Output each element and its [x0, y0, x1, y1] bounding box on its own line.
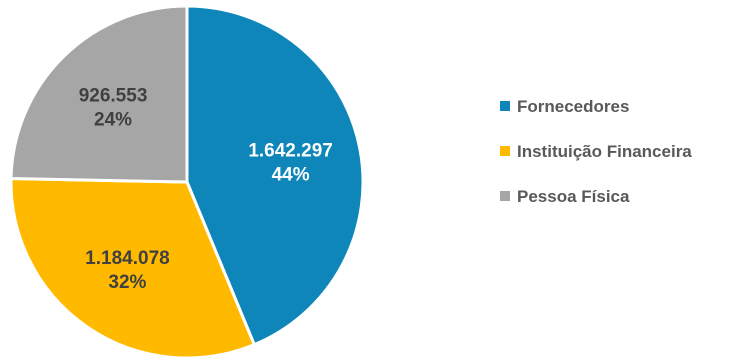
data-label-value-instituicao-financeira: 1.184.078 — [85, 248, 170, 269]
pie-slices — [9, 4, 365, 359]
legend-swatch-pessoa-fisica — [500, 191, 510, 201]
data-label-value-pessoa-fisica: 926.553 — [79, 86, 148, 107]
pie-slice-fornecedores — [185, 4, 365, 347]
legend-swatch-fornecedores — [500, 101, 510, 111]
pie-slice-instituicao-financeira — [9, 177, 257, 359]
legend-label-pessoa-fisica: Pessoa Física — [517, 187, 630, 206]
data-label-value-fornecedores: 1.642.297 — [248, 140, 333, 161]
legend-label-fornecedores: Fornecedores — [517, 97, 629, 116]
legend-swatch-instituicao-financeira — [500, 146, 510, 156]
legend: Fornecedores Instituição Financeira Pessoa… — [500, 97, 692, 206]
pie-data-labels: 1.642.297 44% 1.184.078 32% 926.553 24% — [79, 86, 333, 294]
data-label-percent-fornecedores: 44% — [272, 164, 310, 185]
data-label-percent-pessoa-fisica: 24% — [94, 110, 132, 131]
data-label-percent-instituicao-financeira: 32% — [108, 272, 146, 293]
pie-slice-pessoa-fisica — [9, 4, 189, 184]
legend-label-instituicao-financeira: Instituição Financeira — [517, 142, 692, 161]
